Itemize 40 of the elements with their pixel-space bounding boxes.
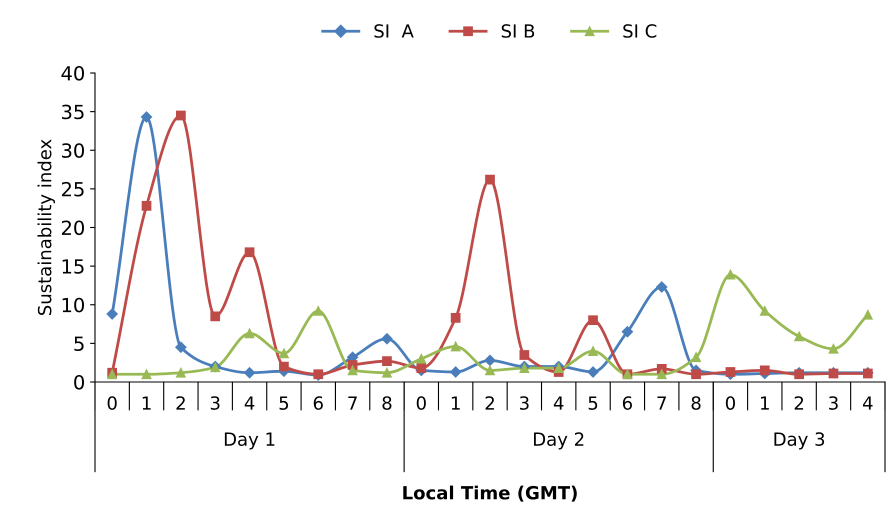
x-tick-label: 1 (761, 396, 769, 410)
y-tick-label: 5 (74, 336, 84, 352)
x-tick-label: 5 (280, 396, 288, 410)
x-tick-label: 3 (829, 396, 838, 410)
y-tick-label: 10 (62, 298, 84, 312)
x-tick-label: 3 (210, 396, 220, 410)
x-tick-label: 2 (486, 396, 494, 410)
x-tick-label: 2 (176, 396, 185, 410)
x-tick-label: 2 (794, 396, 804, 410)
legend-label: SI B (502, 24, 534, 38)
text: Day 3 (774, 432, 824, 450)
x-axis-title: Local Time (GMT) (403, 486, 577, 502)
x-tick-label: 4 (244, 396, 254, 410)
x-tick-label: 1 (452, 396, 460, 410)
x-tick-label: 0 (726, 396, 735, 410)
x-tick-label: 4 (554, 396, 564, 410)
x-tick-label: 5 (588, 396, 598, 410)
x-tick-label: 6 (622, 396, 632, 410)
x-tick-label: 0 (108, 396, 117, 410)
x-tick-label: 6 (314, 396, 323, 410)
y-tick-label: 20 (62, 220, 84, 236)
x-tick-label: 0 (416, 396, 426, 410)
text: Day 2 (534, 432, 584, 450)
y-tick-label: 30 (62, 143, 84, 158)
y-axis-title: Sustainability index (38, 139, 55, 316)
y-tick-label: 0 (74, 374, 84, 390)
x-tick-label: 1 (142, 396, 151, 410)
y-tick-label: 25 (62, 182, 84, 197)
legend-label: SI A (374, 24, 414, 38)
x-tick-label: 3 (520, 396, 529, 410)
legend-label: SI C (623, 24, 656, 38)
x-tick-label: 8 (692, 396, 701, 410)
y-tick-label: 40 (61, 66, 84, 81)
y-tick-label: 35 (62, 104, 84, 120)
x-tick-label: 7 (348, 396, 357, 410)
text: Day 1 (224, 432, 274, 450)
x-tick-label: 8 (382, 396, 392, 410)
y-tick-label: 15 (62, 259, 84, 274)
x-tick-label: 4 (862, 396, 873, 410)
x-tick-label: 7 (657, 396, 666, 410)
